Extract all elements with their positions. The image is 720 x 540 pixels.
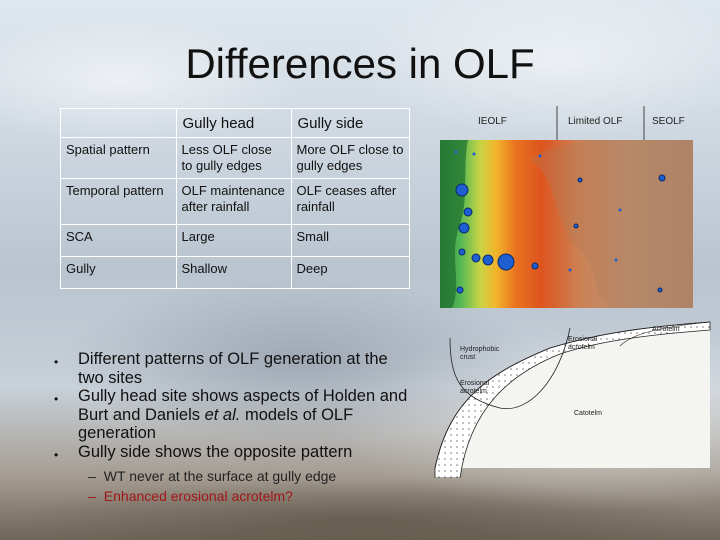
cell-gully-side: Deep (290, 256, 410, 289)
slide-title: Differences in OLF (185, 40, 535, 87)
cell-gully-side: More OLF close to gully edges (290, 137, 410, 179)
row-label: Spatial pattern (60, 137, 177, 179)
cell-gully-side: OLF ceases after rainfall (290, 178, 410, 225)
acrotelm-diagram (434, 321, 711, 478)
bullet-item: Gully side shows the opposite pattern (52, 442, 412, 464)
row-label: SCA (60, 224, 177, 257)
sub-bullet-list: – WT never at the surface at gully edge –… (88, 466, 336, 506)
bullet-list: Different patterns of OLF generation at … (52, 350, 412, 464)
table-row: Spatial pattern Less OLF close to gully … (60, 137, 410, 179)
table-row: Temporal pattern OLF maintenance after r… (60, 178, 410, 225)
label-catotelm: Catotelm (574, 410, 603, 417)
cell-gully-head: Large (175, 224, 292, 257)
label-erosional-acrotelm-right: Erosional acrotelm (568, 336, 598, 351)
header-divider (643, 106, 645, 142)
sub-bullet-text: WT never at the surface at gully edge (103, 468, 337, 484)
cell-gully-head: OLF maintenance after rainfall (175, 178, 292, 225)
table-header-gully-side: Gully side (290, 108, 410, 138)
table-header-blank (60, 108, 177, 138)
row-label: Gully (60, 256, 177, 289)
bullet-item: Different patterns of OLF generation at … (52, 350, 412, 387)
cell-gully-head: Less OLF close to gully edges (175, 137, 292, 179)
label-erosional-acrotelm: Erosional acrotelm (460, 380, 490, 395)
label-acrotelm: Acrotelm (652, 326, 680, 333)
map-header-seolf: SEOLF (652, 116, 685, 127)
sub-bullet-item: – WT never at the surface at gully edge (88, 466, 336, 486)
map-header-limited-olf: Limited OLF (568, 116, 623, 127)
sub-bullet-item: – Enhanced erosional acrotelm? (88, 486, 336, 506)
olf-map-image (440, 140, 693, 308)
map-header-ieolf: IEOLF (478, 116, 507, 127)
label-hydrophobic-crust: Hydrophobic crust (460, 346, 500, 361)
bullet-item: Gully head site shows aspects of Holden … (52, 387, 412, 443)
bullet-text-italic: et al. (204, 405, 241, 424)
row-label: Temporal pattern (60, 178, 177, 225)
table-row: Gully Shallow Deep (60, 256, 410, 289)
bullet-text: Different patterns of OLF generation at … (78, 350, 388, 387)
bullet-text: Gully side shows the opposite pattern (78, 442, 353, 461)
header-divider (556, 106, 558, 142)
dash-marker: – (88, 468, 96, 484)
bullet-text: models of OLF generation (78, 405, 354, 443)
sub-bullet-text: Enhanced erosional acrotelm? (103, 488, 293, 504)
dash-marker: – (88, 488, 96, 504)
table-header-gully-head: Gully head (175, 108, 292, 138)
cell-gully-side: Small (290, 224, 410, 257)
table-header-row: Gully head Gully side (60, 108, 410, 138)
table-row: SCA Large Small (60, 224, 410, 257)
cell-gully-head: Shallow (175, 256, 292, 289)
bullet-text: Gully head site shows aspects of Holden … (78, 387, 408, 424)
comparison-table: Gully head Gully side Spatial pattern Le… (60, 108, 410, 289)
